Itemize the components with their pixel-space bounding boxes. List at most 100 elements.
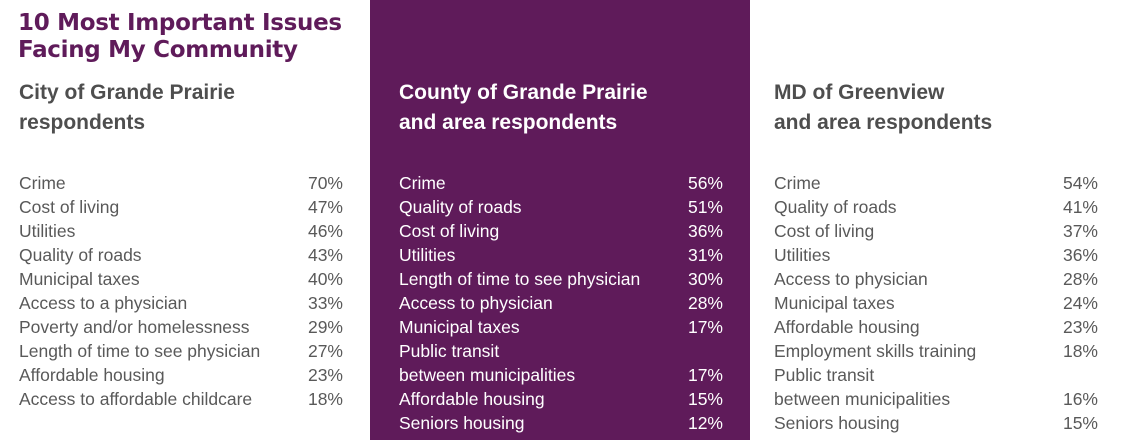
- issue-row: Seniors housing 15%: [774, 411, 1098, 435]
- issue-percent: 15%: [1062, 413, 1098, 433]
- issue-percent: 30%: [687, 269, 723, 289]
- issue-row: Access to affordable childcare 18%: [19, 387, 343, 411]
- issue-label: Municipal taxes: [399, 317, 520, 337]
- issue-percent: 17%: [687, 317, 723, 337]
- issue-label: Seniors housing: [774, 413, 900, 433]
- issue-label: Length of time to see physician: [399, 269, 641, 289]
- title-line-2: Facing My Community: [18, 37, 298, 63]
- issue-percent: 18%: [1062, 341, 1098, 361]
- issue-row: Quality of roads 43%: [19, 243, 343, 267]
- issue-row: Utilities 46%: [19, 219, 343, 243]
- issue-label: Quality of roads: [399, 197, 522, 217]
- panel-heading-line-2: and area respondents: [399, 111, 618, 134]
- panel-heading: City of Grande Prairie respondents: [19, 78, 343, 138]
- issue-percent: 51%: [687, 197, 723, 217]
- issue-row: Public transit between municipalities 16%: [774, 363, 1098, 411]
- issue-percent: 15%: [687, 389, 723, 409]
- panel-county-grande-prairie: County of Grande Prairie and area respon…: [399, 78, 723, 435]
- issue-label: Public transit between municipalities: [399, 341, 576, 385]
- issue-row: Crime 70%: [19, 171, 343, 195]
- issue-label: Cost of living: [19, 197, 120, 217]
- issue-row: Crime 54%: [774, 171, 1098, 195]
- issue-percent: 43%: [307, 245, 343, 265]
- panel-heading: MD of Greenview and area respondents: [774, 78, 1098, 138]
- issue-label: Length of time to see physician: [19, 341, 261, 361]
- issue-label: Employment skills training: [774, 341, 977, 361]
- issue-row: Municipal taxes 24%: [774, 291, 1098, 315]
- panel-heading-line-1: MD of Greenview: [774, 81, 945, 104]
- issue-row: Access to physician 28%: [399, 291, 723, 315]
- issue-label: Crime: [19, 173, 66, 193]
- issue-row: Poverty and/or homelessness 29%: [19, 315, 343, 339]
- issue-percent: 54%: [1062, 173, 1098, 193]
- panel-heading-line-2: respondents: [19, 111, 146, 134]
- panel-heading-line-2: and area respondents: [774, 111, 993, 134]
- panel-heading: County of Grande Prairie and area respon…: [399, 78, 723, 138]
- issue-label: Utilities: [399, 245, 456, 265]
- issue-row: Affordable housing 23%: [19, 363, 343, 387]
- issue-label: Municipal taxes: [774, 293, 895, 313]
- issue-percent: 46%: [307, 221, 343, 241]
- issue-label: Poverty and/or homelessness: [19, 317, 250, 337]
- issue-label: Cost of living: [399, 221, 500, 241]
- issue-percent: 36%: [687, 221, 723, 241]
- issue-label: Crime: [399, 173, 446, 193]
- issue-percent: 56%: [687, 173, 723, 193]
- issue-row: Affordable housing 15%: [399, 387, 723, 411]
- issue-label: Crime: [774, 173, 821, 193]
- issue-row: Cost of living 47%: [19, 195, 343, 219]
- issue-percent: 70%: [307, 173, 343, 193]
- issue-percent: 16%: [1062, 389, 1098, 409]
- page-title: 10 Most Important Issues Facing My Commu…: [18, 10, 342, 64]
- issue-row: Municipal taxes 40%: [19, 267, 343, 291]
- issue-percent: 23%: [1062, 317, 1098, 337]
- issues-list: Crime 70% Cost of living 47% Utilities 46% Qua…: [19, 171, 343, 411]
- issue-row: Cost of living 37%: [774, 219, 1098, 243]
- issue-percent: 37%: [1062, 221, 1098, 241]
- issue-row: Seniors housing 12%: [399, 411, 723, 435]
- issue-percent: 12%: [687, 413, 723, 433]
- issue-label: Access to physician: [399, 293, 553, 313]
- issue-label: Public transit between municipalities: [774, 365, 951, 409]
- issue-row: Affordable housing 23%: [774, 315, 1098, 339]
- issue-label: Access to a physician: [19, 293, 188, 313]
- issue-percent: 40%: [307, 269, 343, 289]
- panel-city-grande-prairie: City of Grande Prairie respondents Crime…: [19, 78, 343, 411]
- issue-row: Public transit between municipalities 17%: [399, 339, 723, 387]
- issue-row: Municipal taxes 17%: [399, 315, 723, 339]
- issue-row: Cost of living 36%: [399, 219, 723, 243]
- issue-label: Utilities: [19, 221, 76, 241]
- issue-label: Seniors housing: [399, 413, 525, 433]
- issue-row: Quality of roads 51%: [399, 195, 723, 219]
- issue-percent: 18%: [307, 389, 343, 409]
- issue-percent: 29%: [307, 317, 343, 337]
- issue-row: Length of time to see physician 30%: [399, 267, 723, 291]
- issue-row: Utilities 36%: [774, 243, 1098, 267]
- issues-list: Crime 56% Quality of roads 51% Cost of livin…: [399, 171, 723, 435]
- issue-percent: 27%: [307, 341, 343, 361]
- issue-row: Access to a physician 33%: [19, 291, 343, 315]
- issues-list: Crime 54% Quality of roads 41% Cost of livin…: [774, 171, 1098, 435]
- issue-label: Affordable housing: [774, 317, 920, 337]
- issue-row: Crime 56%: [399, 171, 723, 195]
- issue-label: Municipal taxes: [19, 269, 140, 289]
- issue-percent: 33%: [307, 293, 343, 313]
- issue-row: Quality of roads 41%: [774, 195, 1098, 219]
- issue-label: Cost of living: [774, 221, 875, 241]
- issue-label: Access to affordable childcare: [19, 389, 253, 409]
- issue-percent: 47%: [307, 197, 343, 217]
- issue-row: Utilities 31%: [399, 243, 723, 267]
- issue-row: Access to physician 28%: [774, 267, 1098, 291]
- issue-percent: 36%: [1062, 245, 1098, 265]
- panel-md-greenview: MD of Greenview and area respondents Cri…: [774, 78, 1098, 435]
- issue-label: Utilities: [774, 245, 831, 265]
- issue-label: Access to physician: [774, 269, 928, 289]
- issue-label: Quality of roads: [19, 245, 142, 265]
- issue-percent: 41%: [1062, 197, 1098, 217]
- issue-row: Length of time to see physician 27%: [19, 339, 343, 363]
- issue-label: Affordable housing: [19, 365, 165, 385]
- highlight-band: [370, 0, 750, 440]
- panel-heading-line-1: County of Grande Prairie: [399, 81, 648, 104]
- issue-percent: 23%: [307, 365, 343, 385]
- title-line-1: 10 Most Important Issues: [18, 10, 342, 36]
